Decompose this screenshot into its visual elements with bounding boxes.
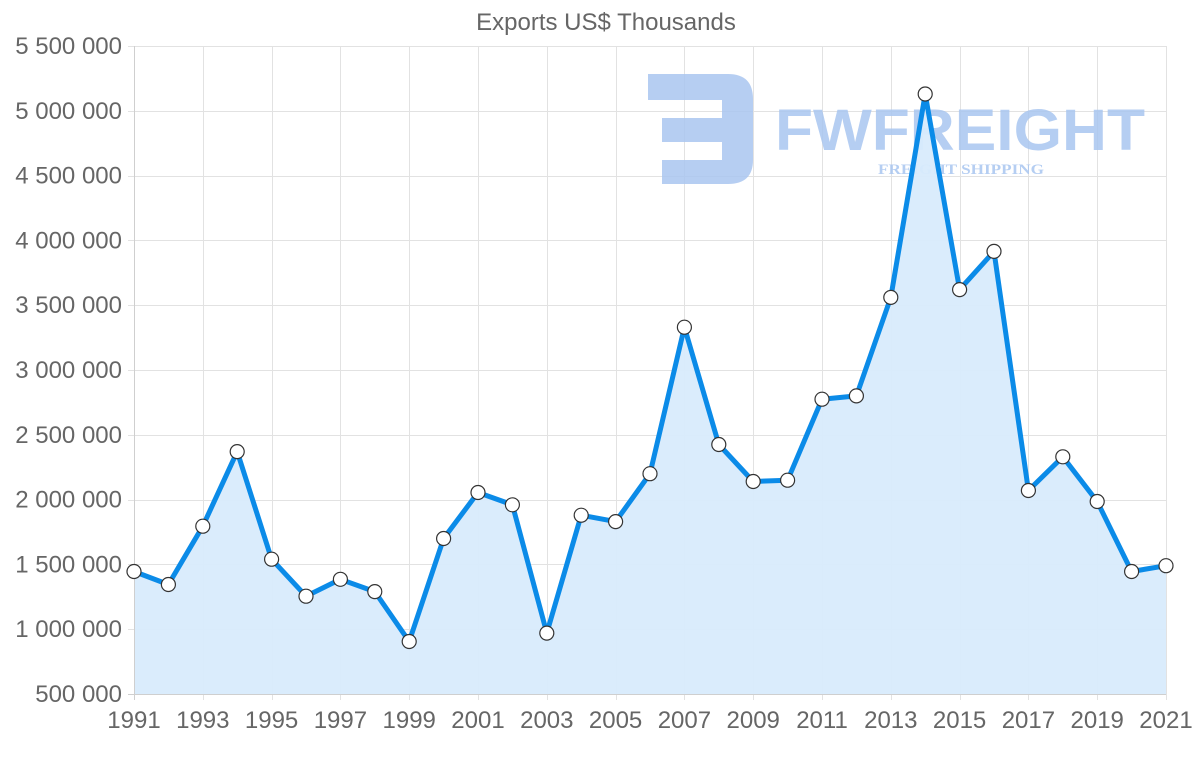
data-point[interactable]: 2015: 3620000	[951, 282, 968, 298]
y-tick-label: 2 000 000	[15, 487, 122, 514]
area-fill	[134, 94, 1166, 694]
y-tick-label: 4 500 000	[15, 163, 122, 190]
y-tick-label: 1 500 000	[15, 551, 122, 578]
data-point[interactable]: 2003: 970000	[539, 625, 555, 641]
data-point[interactable]: 2021: 1490000	[1158, 558, 1174, 574]
y-tick-label: 4 000 000	[15, 227, 122, 254]
data-point[interactable]: 2004: 1880000	[573, 507, 589, 523]
data-point[interactable]: 2001: 2055000	[470, 484, 486, 501]
axes	[128, 46, 1166, 700]
watermark-brand: FWFREIGHT	[775, 98, 1145, 163]
data-point[interactable]: 2017: 2070000	[1020, 482, 1037, 499]
x-tick-label: 2005	[589, 707, 642, 734]
y-tick-label: 1 000 000	[15, 616, 122, 643]
watermark-tagline: FREIGHT SHIPPING	[878, 162, 1044, 178]
data-point[interactable]: 2005: 1830000	[607, 513, 624, 530]
x-tick-label: 2013	[864, 707, 917, 734]
x-tick-label: 1997	[314, 707, 367, 734]
x-tick-label: 2015	[933, 707, 986, 734]
x-tick-label: 2017	[1002, 707, 1055, 734]
x-axis-ticks: 1991 1993 1995 1997 1999 2001 2003 2005 2007 2009…	[107, 707, 1192, 734]
x-tick-label: 2019	[1071, 707, 1124, 734]
data-point[interactable]: 1994: 2370000	[229, 444, 245, 460]
data-point[interactable]: 2020: 1445000	[1123, 563, 1140, 580]
data-point[interactable]: 1997: 1385000	[332, 571, 348, 587]
x-tick-label: 1993	[176, 707, 229, 734]
data-point[interactable]: 1992: 1345000	[160, 576, 176, 593]
data-point[interactable]: 2014: 5130000	[917, 86, 933, 102]
x-tick-label: 1995	[245, 707, 298, 734]
data-point[interactable]: 2019: 1985000	[1089, 493, 1105, 510]
data-point[interactable]: 2011: 2775000	[814, 391, 830, 407]
area-fill-path	[134, 94, 1166, 694]
data-point[interactable]: 1993: 1795000	[195, 518, 211, 534]
data-point[interactable]: 2016: 3915000	[986, 243, 1002, 259]
data-point[interactable]: 2002: 1960000	[504, 497, 521, 513]
data-point[interactable]: 1999: 905000	[401, 633, 417, 650]
data-point[interactable]: 2007: 3330000	[676, 319, 693, 335]
data-point[interactable]: 2012: 2800000	[848, 388, 865, 404]
data-point[interactable]: 1991: 1445000	[126, 563, 142, 580]
data-point[interactable]: 2009: 2140000	[745, 473, 761, 490]
data-point[interactable]: 1995: 1540000	[264, 551, 280, 567]
data-point[interactable]: 1996: 1255000	[298, 588, 314, 604]
y-tick-label: 3 000 000	[15, 357, 122, 384]
x-tick-label: 1999	[383, 707, 436, 734]
y-tick-label: 5 000 000	[15, 98, 122, 125]
y-tick-label: 5 500 000	[15, 33, 122, 60]
x-tick-label: 2007	[658, 707, 711, 734]
data-point[interactable]: 2006: 2200000	[642, 466, 658, 482]
x-tick-label: 2001	[451, 707, 504, 734]
y-tick-label: 2 500 000	[15, 422, 122, 449]
x-tick-label: 1991	[107, 707, 160, 734]
fwfreight-watermark: FWFREIGHT FREIGHT SHIPPING	[648, 74, 1145, 184]
y-tick-label: 500 000	[35, 681, 122, 708]
x-tick-label: 2011	[796, 707, 848, 734]
chart-title: Exports US$ Thousands	[476, 9, 736, 36]
data-point[interactable]: 2010: 2150000	[779, 472, 796, 488]
x-tick-label: 2021	[1139, 707, 1192, 734]
x-tick-label: 2003	[520, 707, 573, 734]
x-tick-label: 2009	[727, 707, 780, 734]
data-point[interactable]: 2013: 3560000	[883, 289, 899, 305]
data-point[interactable]: 1998: 1290000	[367, 583, 383, 600]
fwfreight-logo-icon	[648, 74, 753, 184]
data-point[interactable]: 2008: 2425000	[711, 436, 727, 453]
data-point[interactable]: 2018: 2330000	[1055, 449, 1071, 465]
data-points: 1991: 1445000 1992: 1345000 1993: 1795000 1…	[126, 86, 1174, 650]
y-tick-label: 3 500 000	[15, 292, 122, 319]
y-axis-ticks: 500 000 1 000 000 1 500 000 2 000 000 2 500 …	[15, 33, 122, 708]
